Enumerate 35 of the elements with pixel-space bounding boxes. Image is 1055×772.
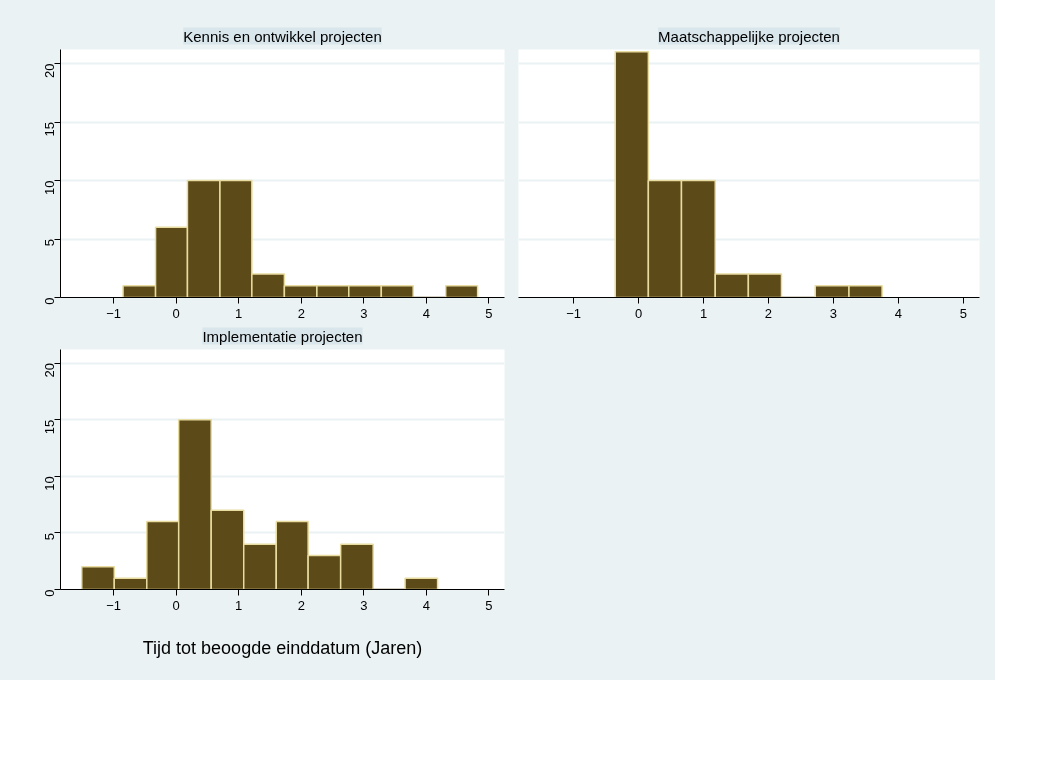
x-tick-label: 3	[360, 597, 368, 613]
x-tick-label: −1	[106, 305, 122, 321]
x-tick-label: 1	[235, 597, 243, 613]
chart-title: Maatschappelijke projecten	[658, 27, 840, 45]
chart-title: Implementatie projecten	[202, 327, 363, 345]
x-tick-label: 3	[360, 305, 368, 321]
x-tick-label: 5	[485, 597, 493, 613]
x-axis-title: Tijd tot beoogde einddatum (Jaren)	[142, 637, 423, 658]
y-tick-label: 5	[42, 239, 57, 247]
y-tick-label: 15	[42, 419, 57, 435]
y-tick-label: 20	[42, 363, 57, 378]
x-tick-label: 4	[422, 597, 430, 613]
y-tick-label: 0	[42, 297, 57, 305]
x-tick-label: 4	[894, 305, 902, 321]
x-tick-label: 0	[172, 597, 180, 613]
x-tick-label: 0	[635, 305, 643, 321]
x-tick-label: 3	[829, 305, 838, 321]
y-tick-label: 20	[42, 63, 57, 78]
y-tick-label: 15	[42, 122, 57, 137]
x-tick-label: 2	[297, 597, 305, 613]
x-tick-label: 2	[764, 305, 773, 321]
y-tick-label: 0	[42, 589, 57, 597]
x-tick-label: 0	[172, 305, 180, 321]
x-tick-label: 5	[485, 305, 493, 321]
y-tick-label: 5	[42, 532, 57, 541]
x-tick-label: 1	[699, 305, 708, 321]
x-tick-label: 2	[297, 305, 305, 321]
x-tick-label: 4	[422, 305, 430, 321]
x-tick-label: 1	[235, 305, 243, 321]
x-tick-label: −1	[106, 597, 122, 613]
chart-title: Kennis en ontwikkel projecten	[183, 27, 382, 45]
x-tick-label: −1	[566, 305, 582, 321]
y-tick-label: 10	[42, 180, 57, 195]
y-tick-label: 10	[42, 476, 57, 491]
x-tick-label: 5	[959, 305, 967, 321]
